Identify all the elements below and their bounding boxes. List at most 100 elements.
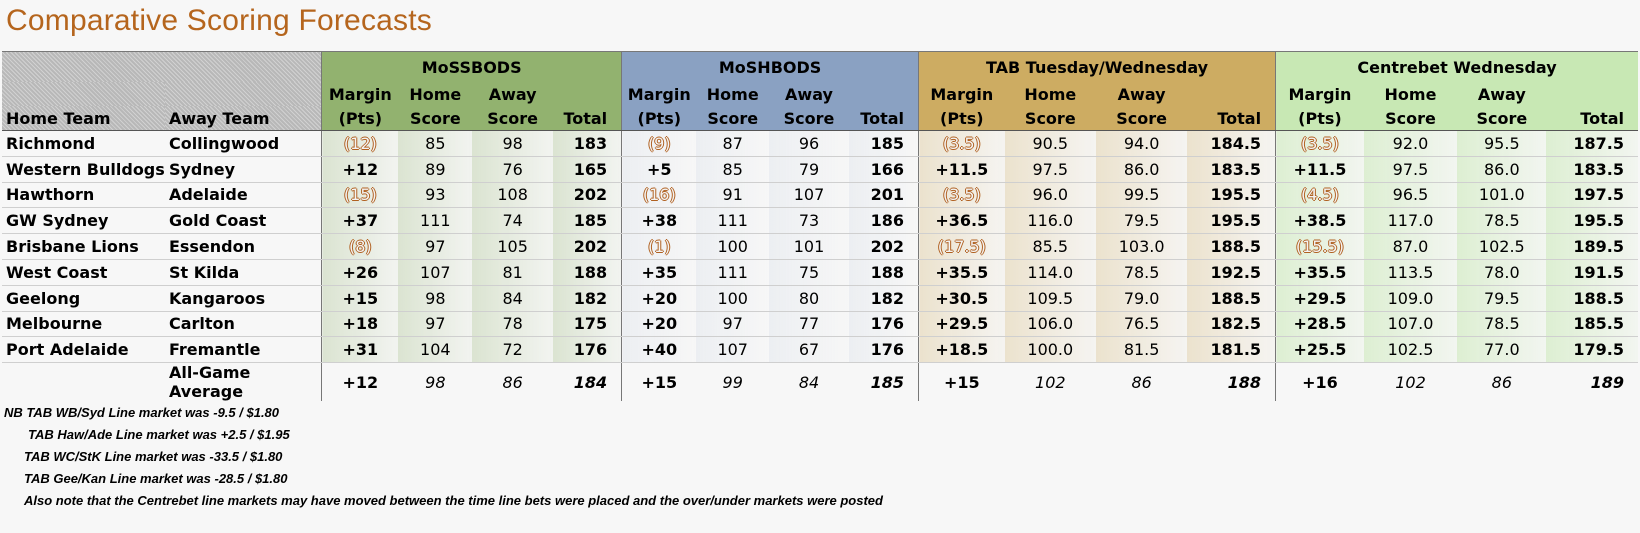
- home-score-cell: 107.0: [1363, 311, 1458, 338]
- margin-cell: +40: [621, 336, 697, 364]
- avg-margin-cell: +15: [917, 362, 1005, 402]
- away-score-cell: 79.5: [1095, 207, 1188, 235]
- away-score-cell: 79: [769, 156, 849, 183]
- col-score: Score: [696, 106, 770, 131]
- total-cell: 176: [848, 311, 919, 338]
- home-score-cell: 97.5: [1363, 156, 1458, 183]
- away-team-cell: St Kilda: [164, 259, 322, 286]
- avg-home-score-cell: 102: [1395, 372, 1426, 392]
- forecast-table: MoSSBODS MoSHBODS TAB Tuesday/Wednesday …: [2, 51, 1638, 402]
- col-margin: Margin: [321, 82, 399, 106]
- away-score-cell: 81: [472, 259, 554, 286]
- col-score: Score: [769, 106, 849, 131]
- col-pts: (Pts): [1275, 106, 1364, 131]
- total-cell: 188.5: [1546, 285, 1638, 312]
- table-row: Richmond Collingwood (12) 85 98 183 (9) 87 96 185…: [2, 130, 1638, 157]
- home-score-cell: 117.0: [1363, 207, 1458, 235]
- col-score: Score: [1363, 106, 1458, 131]
- col-total: Total: [1546, 106, 1638, 131]
- away-team-cell: Fremantle: [164, 336, 322, 364]
- home-score-cell: 104: [398, 336, 473, 364]
- home-score-cell: 111: [696, 207, 770, 235]
- home-score-cell: 97: [398, 233, 473, 260]
- away-score-cell: 76: [472, 156, 554, 183]
- away-score-cell: 78.5: [1457, 207, 1547, 235]
- col-home: Home: [398, 82, 473, 106]
- away-score-cell: 107: [769, 182, 849, 209]
- footnote: TAB WC/StK Line market was -33.5 / $1.80: [24, 449, 283, 464]
- total-cell: 182: [553, 285, 622, 312]
- total-cell: 189.5: [1546, 233, 1638, 260]
- average-row: All-Game Average +12 98 86 184 +15 99 84 185 +15 1…: [2, 362, 1638, 402]
- home-score-cell: 111: [696, 259, 770, 286]
- home-team-cell: West Coast: [2, 259, 165, 286]
- home-score-cell: 109.5: [1004, 285, 1096, 312]
- away-score-cell: 78.5: [1095, 259, 1188, 286]
- table-row: GW Sydney Gold Coast +37 111 74 185 +38 111 73 18…: [2, 207, 1638, 235]
- home-score-cell: 97: [696, 311, 770, 338]
- team-header-blank: [2, 51, 322, 82]
- group-centrebet: Centrebet Wednesday: [1275, 51, 1638, 82]
- total-cell: 182: [848, 285, 919, 312]
- margin-cell: (3.5): [1275, 130, 1364, 157]
- home-score-cell: 90.5: [1004, 130, 1096, 157]
- away-team-cell: Collingwood: [164, 130, 322, 157]
- home-team-cell: Brisbane Lions: [2, 233, 165, 260]
- home-team-cell: Port Adelaide: [2, 336, 165, 364]
- footnotes: NB TAB WB/Syd Line market was -9.5 / $1.…: [4, 402, 883, 512]
- group-moshbods: MoSHBODS: [621, 51, 919, 82]
- total-cell: 188.5: [1187, 285, 1276, 312]
- home-score-cell: 97: [398, 311, 473, 338]
- away-score-cell: 94.0: [1095, 130, 1188, 157]
- margin-cell: +36.5: [917, 207, 1005, 235]
- away-score-cell: 77: [769, 311, 849, 338]
- total-cell: 195.5: [1546, 207, 1638, 235]
- away-team-cell: Adelaide: [164, 182, 322, 209]
- col-score: Score: [1004, 106, 1096, 131]
- home-score-cell: 87: [696, 130, 770, 157]
- table-row: West Coast St Kilda +26 107 81 188 +35 111 75 188…: [2, 259, 1638, 286]
- col-home: Home: [696, 82, 770, 106]
- home-score-cell: 100: [696, 285, 770, 312]
- total-cell: 185: [553, 207, 622, 235]
- margin-cell: +5: [621, 156, 697, 183]
- col-total: Total: [1187, 106, 1276, 131]
- total-cell: 197.5: [1546, 182, 1638, 209]
- avg-total-cell: 189: [1590, 372, 1624, 392]
- away-score-cell: 101: [769, 233, 849, 260]
- footnote: Also note that the Centrebet line market…: [24, 493, 883, 508]
- margin-cell: (17.5): [917, 233, 1005, 260]
- col-away-team: Away Team: [164, 106, 322, 131]
- margin-cell: +25.5: [1275, 336, 1364, 364]
- col-margin: Margin: [1275, 82, 1364, 106]
- margin-cell: +15: [321, 285, 399, 312]
- footnote: TAB Haw/Ade Line market was +2.5 / $1.95: [28, 427, 290, 442]
- home-score-cell: 100.0: [1004, 336, 1096, 364]
- home-score-cell: 85: [398, 130, 473, 157]
- avg-away-score-cell: 84: [798, 372, 820, 392]
- total-cell: 166: [848, 156, 919, 183]
- home-score-cell: 111: [398, 207, 473, 235]
- home-score-cell: 85: [696, 156, 770, 183]
- col-pts: (Pts): [917, 106, 1005, 131]
- total-cell: 191.5: [1546, 259, 1638, 286]
- total-cell: 184.5: [1187, 130, 1276, 157]
- total-cell: 201: [848, 182, 919, 209]
- away-score-cell: 80: [769, 285, 849, 312]
- total-cell: 195.5: [1187, 182, 1276, 209]
- away-score-cell: 86.0: [1095, 156, 1188, 183]
- total-cell: 202: [848, 233, 919, 260]
- away-score-cell: 72: [472, 336, 554, 364]
- away-score-cell: 96: [769, 130, 849, 157]
- col-score: Score: [1457, 106, 1547, 131]
- total-cell: 202: [553, 182, 622, 209]
- total-cell: 182.5: [1187, 311, 1276, 338]
- margin-cell: (3.5): [917, 130, 1005, 157]
- col-margin: Margin: [621, 82, 697, 106]
- col-away: Away: [769, 82, 849, 106]
- away-score-cell: 84: [472, 285, 554, 312]
- margin-cell: (3.5): [917, 182, 1005, 209]
- avg-margin-cell: +15: [621, 362, 697, 402]
- total-cell: 195.5: [1187, 207, 1276, 235]
- avg-margin-cell: +12: [321, 362, 399, 402]
